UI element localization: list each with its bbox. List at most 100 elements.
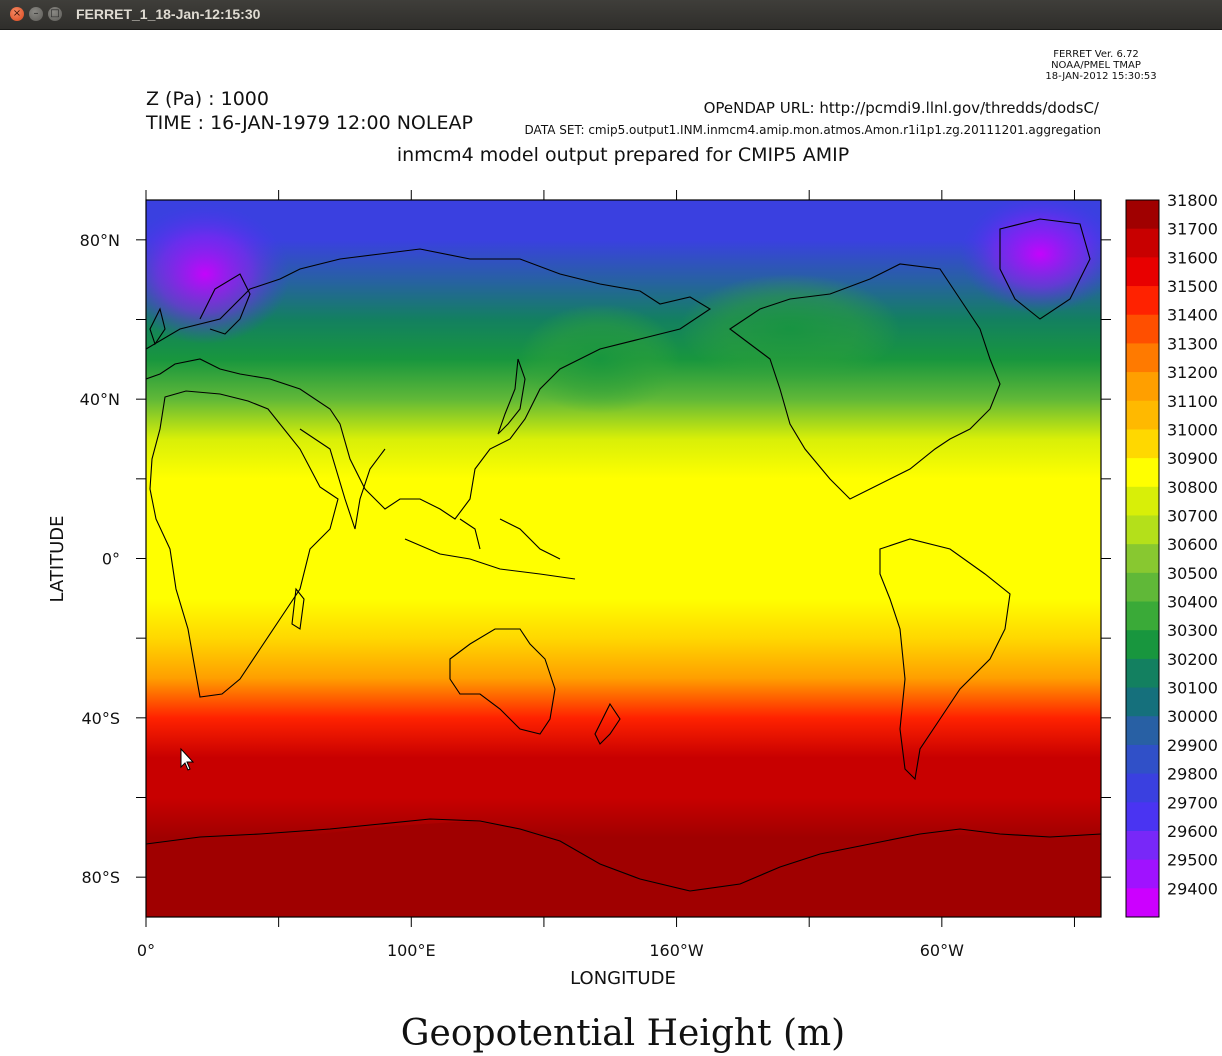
colorbar-level-label: 31200 [1167,363,1218,382]
colorbar-swatch [1126,601,1159,631]
colorbar-swatch [1126,802,1159,832]
y-tick-label: 0° [102,550,120,569]
coast-antarctica [146,818,1101,892]
y-axis-tick-labels: 80°N 40°N 0° 40°S 80°S [80,231,120,887]
time-label: TIME : 16-JAN-1979 12:00 NOLEAP [145,112,473,134]
colorbar-swatch [1126,400,1159,430]
colorbar-swatch [1126,314,1159,344]
colorbar-level-label: 31400 [1167,306,1218,325]
axis-ticks [136,190,1111,927]
colorbar-swatch [1126,343,1159,373]
ferret-plot: FERRET Ver. 6.72 NOAA/PMEL TMAP 18-JAN-2… [47,49,1218,1054]
colorbar-swatch [1126,716,1159,746]
window-title: FERRET_1_18-Jan-12:15:30 [76,6,261,22]
colorbar-swatch [1126,257,1159,287]
coast-new-zealand [594,702,621,745]
lab-label: NOAA/PMEL TMAP [1051,60,1141,71]
colorbar-swatch [1126,458,1159,488]
coast-indonesia [404,518,576,580]
x-axis-tick-labels: 0° 100°E 160°W 60°W [137,941,964,960]
colorbar-swatch [1126,830,1159,861]
x-tick-label: 0° [137,941,155,960]
colorbar-labels: 31800 31700 31600 31500 31400 31300 31200 31100… [1167,191,1218,898]
colorbar-level-label: 30300 [1167,621,1218,640]
x-tick-label: 60°W [920,941,964,960]
colorbar-level-label: 29500 [1167,851,1218,870]
colorbar-swatch [1126,429,1159,459]
coast-japan [497,358,526,435]
colorbar-swatch [1126,630,1159,660]
coast-south-america [879,538,1011,781]
opendap-url-label: OPeNDAP URL: http://pcmdi9.llnl.gov/thre… [704,99,1100,117]
map-field [146,200,1101,917]
colorbar-swatch [1126,687,1159,717]
trough-east-asia [520,304,680,414]
cold-pool-greenland [960,200,1101,314]
colorbar-level-label: 30800 [1167,478,1218,497]
x-axis-label: LONGITUDE [570,968,676,989]
colorbar-level-label: 31700 [1167,220,1218,239]
window-titlebar: × – □ FERRET_1_18-Jan-12:15:30 [0,0,1222,30]
colorbar-swatch [1126,544,1159,574]
dataset-label: DATA SET: cmip5.output1.INM.inmcm4.amip.… [525,123,1101,137]
colorbar-swatch [1126,372,1159,402]
y-axis-label: LATITUDE [47,515,68,602]
colorbar-frame [1125,199,1160,918]
colorbar-level-label: 30700 [1167,506,1218,525]
coastlines [146,218,1101,892]
colorbar-level-label: 31500 [1167,277,1218,296]
colorbar-swatch [1126,486,1159,516]
colorbar-swatch [1126,515,1159,545]
coast-australia [449,628,556,735]
coast-greenland [999,218,1091,320]
colorbar-level-label: 30600 [1167,535,1218,554]
colorbar-level-label: 31100 [1167,392,1218,411]
colorbar-level-label: 29900 [1167,736,1218,755]
colorbar-level-label: 29400 [1167,879,1218,898]
colorbar-swatch [1126,888,1159,918]
colorbar-level-label: 31000 [1167,420,1218,439]
colorbar-level-label: 29800 [1167,765,1218,784]
coast-india [299,428,386,530]
x-tick-label: 100°E [387,941,436,960]
coast-britain [149,307,166,346]
y-tick-label: 80°S [81,868,120,887]
colorbar-swatch [1126,228,1159,258]
x-tick-label: 160°W [649,941,704,960]
coast-madagascar [291,587,305,630]
y-tick-label: 40°S [81,709,120,728]
y-tick-label: 40°N [80,390,120,409]
chart-title: Geopotential Height (m) [401,1013,845,1054]
colorbar-level-label: 29700 [1167,793,1218,812]
colorbar-swatch [1126,773,1159,803]
cold-pool-europe [146,204,290,344]
colorbar-swatch [1126,744,1159,775]
antarctica-dark-region [146,821,1101,917]
colorbar-level-label: 30100 [1167,679,1218,698]
coast-africa [149,390,339,698]
coast-north-america [729,263,1001,500]
z-level-label: Z (Pa) : 1000 [146,88,269,110]
colorbar [1125,199,1160,918]
timestamp-label: 18-JAN-2012 15:30:53 [1045,71,1156,82]
coast-scandinavia [199,273,251,335]
ferret-version-label: FERRET Ver. 6.72 [1053,49,1139,60]
colorbar-swatch [1126,658,1159,689]
window-close-button[interactable]: × [10,7,24,21]
colorbar-swatch [1126,200,1159,230]
model-subtitle: inmcm4 model output prepared for CMIP5 A… [397,144,849,166]
colorbar-swatch [1126,859,1159,889]
colorbar-level-label: 30900 [1167,449,1218,468]
colorbar-level-label: 30000 [1167,707,1218,726]
y-tick-label: 80°N [80,231,120,250]
colorbar-level-label: 30200 [1167,650,1218,669]
colorbar-swatch [1126,572,1159,603]
colorbar-level-label: 29600 [1167,822,1218,841]
colorbar-level-label: 31600 [1167,248,1218,267]
window-minimize-button[interactable]: – [29,7,43,21]
mouse-pointer-icon [180,747,195,771]
colorbar-level-label: 31800 [1167,191,1218,210]
colorbar-swatch [1126,286,1159,316]
window-maximize-button[interactable]: □ [48,7,62,21]
trough-north-america [680,274,900,384]
